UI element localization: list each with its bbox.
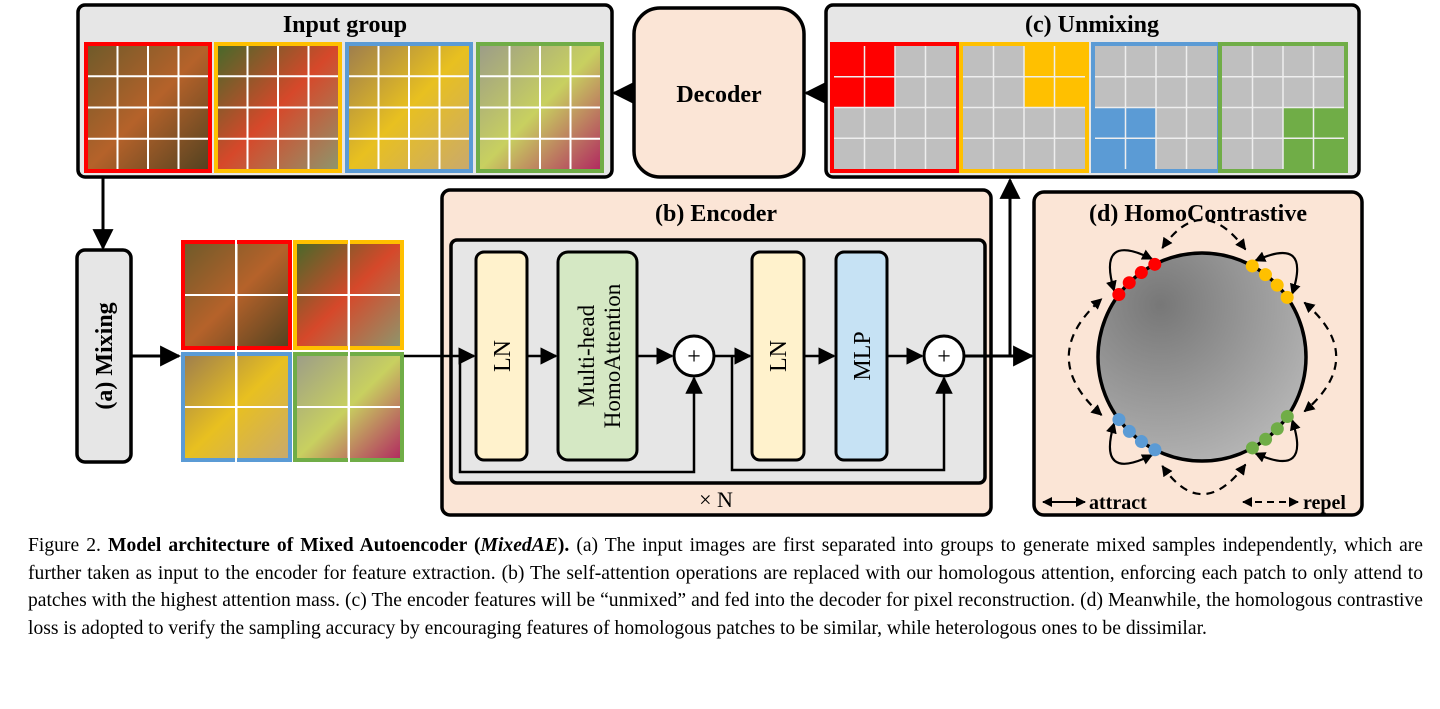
input-image-3 [345, 42, 473, 173]
feature-point [1122, 276, 1136, 290]
unmixed-grid-2 [959, 42, 1089, 173]
feature-point [1148, 257, 1162, 271]
feature-point [1245, 259, 1259, 273]
feature-point [1245, 441, 1259, 455]
decoder-label: Decoder [676, 82, 762, 108]
caption-text: (a) The input images are first separated… [28, 535, 1423, 639]
mixed-sample-image [181, 240, 404, 462]
attract-arrow [1106, 249, 1154, 292]
attention-label-1: Multi-head [574, 304, 599, 407]
input-group-title: Input group [283, 12, 407, 38]
encoder-title: (b) Encoder [655, 201, 777, 227]
ln-label-1: LN [490, 340, 516, 372]
repel-arrow [1161, 463, 1247, 496]
mlp-label: MLP [850, 331, 876, 380]
repel-arrow [1303, 301, 1338, 413]
caption-model-name: MixedAE [480, 535, 558, 556]
feature-point [1122, 424, 1136, 438]
unmixing-panel: (c) Unmixing [824, 3, 1361, 179]
caption-title: Model architecture of Mixed Autoencoder … [107, 535, 481, 556]
mixing-label: (a) Mixing [92, 302, 118, 409]
figure-caption: Figure 2. Model architecture of Mixed Au… [28, 532, 1423, 642]
caption-title-end: ). [557, 535, 570, 556]
unmixed-grid-3 [1091, 42, 1221, 173]
encoder-panel: (b) Encoder × N LN Multi-head HomoAttent… [404, 188, 993, 517]
feature-point [1280, 410, 1294, 424]
feature-point [1259, 432, 1273, 446]
mixing-block: (a) Mixing [75, 248, 133, 464]
repel-arrow [1161, 218, 1247, 251]
repel-arrow [1067, 298, 1103, 416]
homocontrastive-title: (d) HomoContrastive [1089, 201, 1307, 227]
attract-label: attract [1089, 492, 1147, 514]
feature-point [1112, 288, 1126, 302]
homocontrastive-panel: (d) HomoContrastive attract repel [1032, 190, 1364, 517]
attract-arrow [1254, 419, 1301, 463]
input-image-4 [476, 42, 604, 173]
architecture-diagram: Input group Decoder (c) Unmixing (a) Mix… [75, 3, 1364, 517]
feature-point [1280, 290, 1294, 304]
feature-point [1112, 413, 1126, 427]
feature-point [1270, 278, 1284, 292]
feature-point [1134, 266, 1148, 280]
feature-point [1148, 443, 1162, 457]
attract-arrow [1106, 422, 1154, 465]
unmixed-grid-4 [1218, 42, 1348, 173]
caption-label: Figure 2. [28, 535, 108, 556]
unmixed-grid-1 [830, 42, 960, 173]
plus-label-2: + [937, 344, 951, 370]
repeat-n-label: × N [699, 487, 733, 512]
plus-label-1: + [687, 344, 701, 370]
input-image-2 [214, 42, 342, 173]
attract-arrow [1254, 251, 1301, 295]
feature-point [1258, 268, 1272, 282]
input-group-panel: Input group [76, 3, 614, 179]
unmixing-title: (c) Unmixing [1025, 12, 1159, 38]
repel-label: repel [1303, 492, 1346, 514]
feature-point [1270, 422, 1284, 436]
input-image-1 [84, 42, 212, 173]
decoder-block: Decoder [632, 6, 806, 179]
feature-point [1134, 435, 1148, 449]
ln-label-2: LN [766, 340, 792, 372]
attention-label-2: HomoAttention [600, 283, 625, 428]
